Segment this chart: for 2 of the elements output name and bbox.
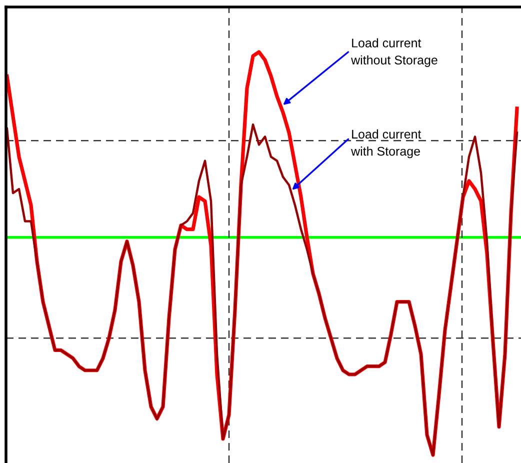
annotation: Load current without Storage xyxy=(351,38,438,67)
annotation: Load current with Storage xyxy=(351,129,422,158)
